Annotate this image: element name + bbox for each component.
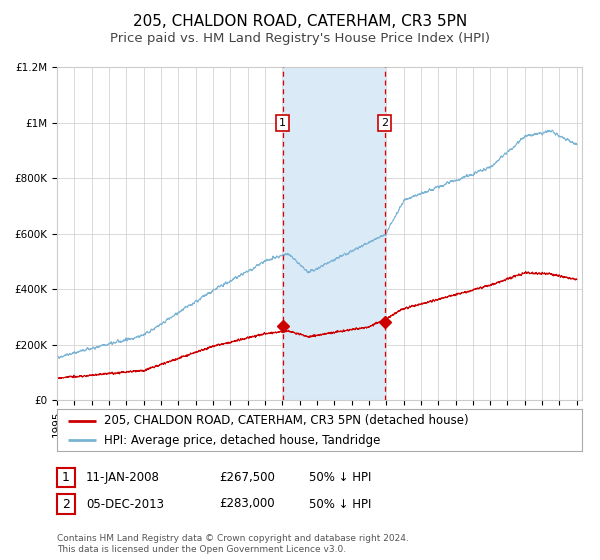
Text: £283,000: £283,000 xyxy=(219,497,275,511)
Text: 2: 2 xyxy=(62,497,70,511)
Text: 1: 1 xyxy=(62,470,70,484)
Text: 05-DEC-2013: 05-DEC-2013 xyxy=(86,497,164,511)
Text: Contains HM Land Registry data © Crown copyright and database right 2024.
This d: Contains HM Land Registry data © Crown c… xyxy=(57,534,409,554)
Bar xyxy=(283,67,385,400)
Text: 50% ↓ HPI: 50% ↓ HPI xyxy=(309,497,371,511)
Text: 50% ↓ HPI: 50% ↓ HPI xyxy=(309,470,371,484)
Text: 205, CHALDON ROAD, CATERHAM, CR3 5PN (detached house): 205, CHALDON ROAD, CATERHAM, CR3 5PN (de… xyxy=(104,414,469,427)
Text: 205, CHALDON ROAD, CATERHAM, CR3 5PN: 205, CHALDON ROAD, CATERHAM, CR3 5PN xyxy=(133,14,467,29)
Text: Price paid vs. HM Land Registry's House Price Index (HPI): Price paid vs. HM Land Registry's House … xyxy=(110,32,490,45)
Text: 2: 2 xyxy=(381,118,388,128)
Text: 1: 1 xyxy=(279,118,286,128)
Text: £267,500: £267,500 xyxy=(219,470,275,484)
Text: 11-JAN-2008: 11-JAN-2008 xyxy=(86,470,160,484)
Text: HPI: Average price, detached house, Tandridge: HPI: Average price, detached house, Tand… xyxy=(104,434,380,447)
